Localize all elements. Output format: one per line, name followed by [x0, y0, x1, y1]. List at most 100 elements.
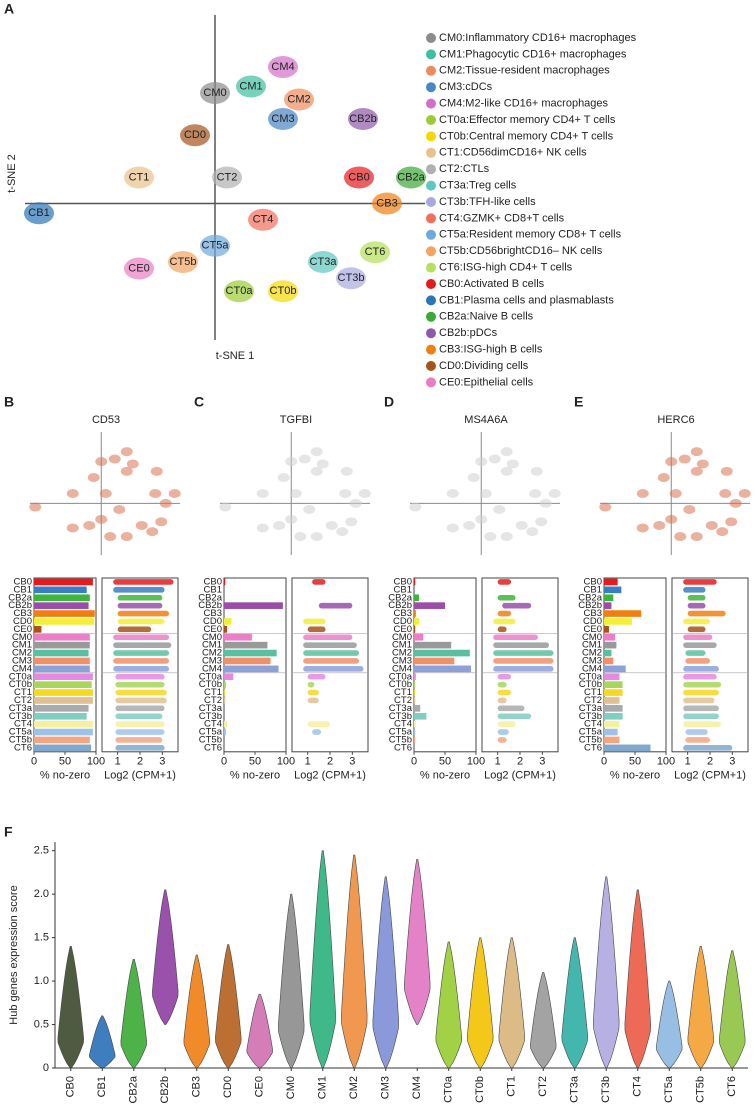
category-label: CB2a	[8, 592, 32, 603]
x-tick-label: 0	[31, 756, 37, 768]
category-label: CT3b	[389, 711, 412, 722]
cluster	[348, 108, 378, 130]
category-label: CT5b	[579, 734, 602, 745]
category-label: CM4	[12, 663, 32, 674]
swarm	[115, 745, 165, 751]
mini-cluster	[636, 523, 649, 533]
x-axis-label: t-SNE 1	[216, 350, 255, 362]
legend-label: CM2:Tissue-resident macrophages	[439, 65, 610, 77]
cluster	[360, 241, 390, 264]
mini-cluster	[530, 466, 543, 476]
violin	[215, 944, 242, 1069]
cluster	[200, 82, 230, 104]
violin	[246, 993, 273, 1069]
cluster-label: CB1	[28, 207, 49, 219]
mini-cluster	[66, 489, 79, 498]
cluster	[124, 257, 154, 280]
category-label: CB0	[394, 576, 412, 587]
cluster-label: CT2	[217, 171, 238, 183]
legend-label: CT3a:Treg cells	[439, 180, 517, 192]
swarm	[113, 650, 170, 656]
bar	[414, 657, 455, 665]
category-label: CM4	[392, 663, 412, 674]
mini-cluster	[446, 523, 459, 533]
x-tick-label: CD0	[222, 1076, 234, 1098]
swarm	[312, 579, 326, 585]
category-label: CD0	[583, 616, 602, 627]
category-label: CT5b	[199, 734, 222, 745]
category-label: CM4	[582, 663, 602, 674]
category-label: CT4	[394, 719, 412, 730]
swarm	[493, 666, 554, 672]
category-label: CB1	[14, 584, 32, 595]
category-label: CT3a	[389, 703, 413, 714]
legend-swatch	[426, 361, 436, 371]
bar	[34, 626, 42, 633]
mini-cluster	[146, 527, 159, 537]
x-tick-label: CT1	[506, 1076, 518, 1097]
category-label: CT2	[584, 695, 602, 706]
mini-cluster	[636, 489, 649, 498]
swarm	[685, 737, 710, 743]
category-label: CD0	[13, 616, 32, 627]
mini-cluster	[256, 523, 269, 533]
swarm	[303, 666, 364, 672]
swarm	[303, 650, 360, 656]
cluster	[396, 166, 426, 189]
category-label: CB2a	[388, 592, 412, 603]
mini-cluster	[289, 489, 302, 498]
bar	[414, 705, 421, 712]
swarm	[113, 587, 165, 593]
swarm	[683, 689, 719, 696]
legend-label: CT5a:Resident memory CD8+ T cells	[439, 229, 622, 241]
swarm	[115, 737, 163, 743]
mini-cluster	[548, 489, 561, 498]
swarm	[497, 713, 532, 720]
y-axis-label: Hub genes expression score	[8, 885, 20, 1024]
gene-title: MS4A6A	[464, 414, 508, 426]
category-label: CM1	[582, 640, 602, 651]
bar	[604, 712, 623, 720]
violin	[372, 876, 399, 1069]
violin	[530, 972, 557, 1069]
bar	[604, 657, 614, 665]
category-label: CD0	[203, 616, 222, 627]
bar	[414, 665, 472, 673]
swarm	[683, 721, 722, 727]
legend-swatch	[426, 213, 436, 224]
mini-cluster	[150, 466, 163, 476]
bar	[604, 649, 612, 657]
mini-cluster	[690, 466, 703, 476]
legend-swatch	[426, 246, 436, 257]
cluster-label: CB0	[348, 171, 369, 183]
x-tick-label: 2	[707, 756, 713, 768]
category-label: CB1	[204, 584, 222, 595]
cluster	[372, 192, 402, 215]
category-label: CT6	[204, 742, 222, 753]
cluster-label: CM4	[271, 61, 294, 73]
swarm	[683, 673, 717, 680]
x-axis-label: % no-zero	[40, 770, 90, 782]
swarm	[303, 618, 326, 625]
category-label: CT0b	[579, 679, 602, 690]
x-tick-label: CT5b	[695, 1076, 707, 1103]
legend-label: CT1:CD56dimCD16+ NK cells	[439, 147, 587, 159]
bar	[604, 689, 623, 696]
mini-cluster	[515, 520, 528, 530]
bar	[414, 736, 416, 744]
x-tick-label: CM3	[380, 1076, 392, 1099]
swarm	[687, 602, 706, 609]
swarm	[303, 642, 357, 648]
swarm	[497, 610, 512, 617]
panel-letter: D	[384, 394, 394, 410]
category-label: CT0a	[9, 671, 33, 682]
x-tick-label: 2	[517, 756, 523, 768]
mini-cluster	[126, 459, 139, 469]
category-label: CB0	[14, 576, 32, 587]
category-label: CT5b	[389, 734, 412, 745]
mini-cluster	[529, 489, 542, 498]
swarm	[115, 673, 165, 680]
cluster	[236, 75, 266, 98]
swarm	[307, 681, 315, 688]
category-label: CT2	[204, 695, 222, 706]
